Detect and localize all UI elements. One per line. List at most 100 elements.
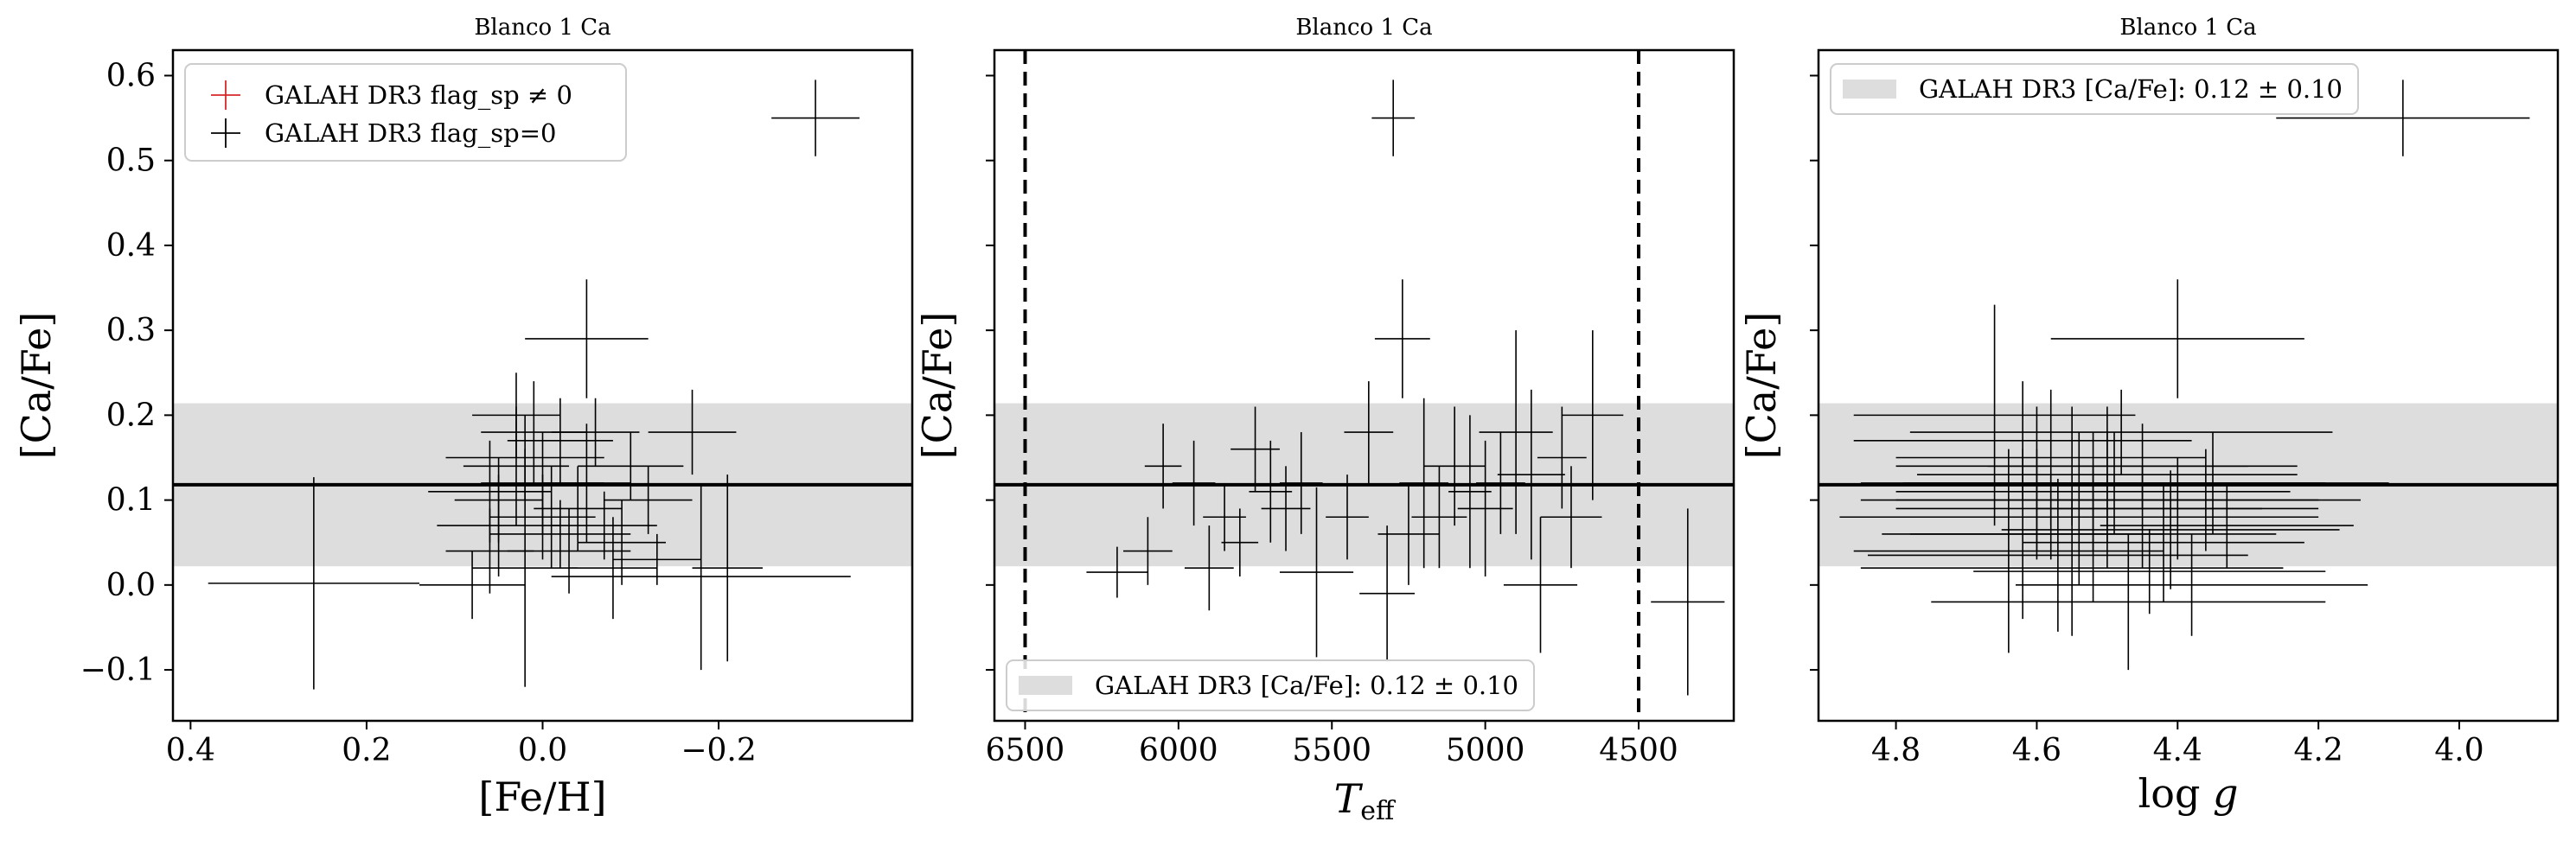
data-point	[2001, 470, 2340, 589]
data-point	[1860, 500, 2284, 636]
panel-title: Blanco 1 Ca	[1295, 15, 1432, 41]
data-point	[1221, 508, 1259, 577]
x-tick-label: 4.6	[2012, 733, 2061, 768]
x-tick-label: 4.2	[2294, 733, 2343, 768]
data-point	[437, 474, 560, 577]
y-tick-label: 0.6	[106, 58, 156, 93]
x-axis-label: log g	[2138, 770, 2239, 817]
legend-entry: GALAH DR3 flag_sp=0	[265, 118, 556, 149]
data-point	[1279, 432, 1323, 534]
data-point	[542, 424, 631, 543]
data-point	[1144, 424, 1182, 509]
data-point	[1326, 474, 1369, 560]
panel-title: Blanco 1 Ca	[2119, 15, 2256, 41]
plot-area	[173, 80, 912, 690]
data-point	[472, 373, 560, 458]
data-point	[445, 508, 534, 594]
data-point	[208, 477, 419, 690]
y-tick-label: 0.3	[106, 313, 156, 348]
data-point	[692, 474, 763, 662]
data-point	[1371, 80, 1416, 156]
data-point	[1987, 424, 2298, 509]
data-point	[1423, 406, 1486, 526]
data-point	[2016, 533, 2368, 636]
data-point	[525, 279, 649, 398]
legend-band-swatch	[1843, 80, 1896, 99]
data-point	[1374, 279, 1430, 398]
data-point	[1123, 517, 1173, 585]
data-point	[648, 389, 737, 475]
legend: GALAH DR3 [Ca/Fe]: 0.12 ± 0.10	[1830, 63, 2359, 115]
plot-area	[994, 50, 1734, 721]
data-point	[1086, 546, 1148, 598]
y-tick-label: 0.1	[106, 483, 156, 519]
data-point	[1902, 432, 2326, 534]
data-point	[1651, 508, 1725, 696]
y-tick-label: 0.4	[106, 228, 156, 264]
x-tick-label: 4.4	[2153, 733, 2202, 768]
legend: GALAH DR3 flag_sp ≠ 0 GALAH DR3 flag_sp=0	[184, 63, 627, 162]
data-point	[1917, 406, 2298, 543]
data-point	[1503, 517, 1578, 653]
legend-entry: GALAH DR3 flag_sp ≠ 0	[265, 80, 572, 111]
x-axis-label: [Fe/H]	[478, 774, 606, 820]
x-tick-label: 5500	[1292, 733, 1371, 768]
x-axis-label: Teff	[1334, 775, 1397, 826]
axes-frame	[993, 48, 1735, 723]
x-tick-label: −0.2	[681, 733, 756, 768]
data-point	[1344, 381, 1394, 483]
legend-entry: GALAH DR3 [Ca/Fe]: 0.12 ± 0.10	[1095, 671, 1518, 700]
data-point	[1448, 415, 1492, 569]
x-tick-label: 0.0	[518, 733, 567, 768]
data-point	[1279, 487, 1354, 658]
data-point	[578, 500, 666, 585]
data-point	[1868, 479, 2248, 632]
data-point	[2050, 279, 2304, 398]
data-point	[534, 466, 623, 551]
data-point	[2100, 482, 2354, 569]
x-tick-label: 4.0	[2434, 733, 2483, 768]
plot-area	[1819, 80, 2558, 671]
data-point	[1839, 474, 2262, 560]
data-point	[1562, 330, 1624, 500]
y-tick-label: 0.5	[106, 143, 156, 179]
data-point	[1475, 432, 1525, 534]
y-axis-label: [Ca/Fe]	[914, 312, 961, 460]
data-point	[1184, 525, 1234, 611]
data-point	[1931, 533, 2326, 671]
data-point	[551, 398, 640, 467]
legend-band-swatch	[1019, 676, 1072, 695]
y-axis-label: [Ca/Fe]	[1738, 312, 1785, 460]
panel-feh: 0.4 0.2 0.0 −0.2 −0.1 0.0 0.1 0.2 0.3 0.4 0.5 0.6 Bl…	[13, 15, 914, 820]
data-point	[1497, 389, 1565, 560]
panel-teff: 6500 6000 5500 5000 4500 Blanco 1 Ca [Ca/Fe] Te…	[914, 15, 1735, 826]
data-point	[551, 482, 851, 671]
x-tick-label: 4500	[1599, 733, 1678, 768]
data-point	[2276, 80, 2530, 156]
data-point	[604, 466, 693, 534]
data-point	[1479, 330, 1553, 534]
data-point	[1853, 381, 2192, 500]
x-tick-label: 6000	[1139, 733, 1218, 768]
legend-entry: GALAH DR3 [Ca/Fe]: 0.12 ± 0.10	[1919, 74, 2343, 104]
y-tick-label: −0.1	[80, 653, 156, 688]
legend: GALAH DR3 [Ca/Fe]: 0.12 ± 0.10	[1006, 659, 1535, 711]
data-point	[1172, 440, 1216, 526]
data-point	[1457, 440, 1513, 577]
data-point	[1230, 406, 1280, 492]
data-point	[507, 466, 596, 569]
data-point	[2050, 449, 2361, 551]
panel-logg: 4.8 4.6 4.4 4.2 4.0 Blanco 1 Ca [Ca/Fe] log g GA…	[1738, 15, 2560, 817]
data-point	[1359, 525, 1416, 662]
data-point	[1261, 466, 1311, 551]
data-point	[1399, 398, 1449, 569]
data-point	[1377, 482, 1440, 585]
data-point	[419, 551, 526, 620]
data-point	[507, 398, 613, 483]
y-tick-label: 0.2	[106, 398, 156, 433]
data-point	[1895, 432, 2262, 585]
data-point	[1853, 304, 2136, 526]
data-point	[1973, 529, 2326, 615]
data-point	[771, 80, 860, 156]
